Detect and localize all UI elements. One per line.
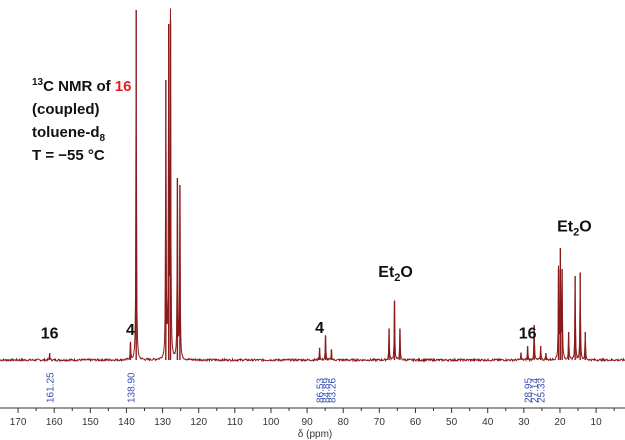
x-tick-label: 100: [263, 417, 280, 428]
spectrum-trace: [0, 8, 625, 363]
x-tick-label: 130: [154, 417, 171, 428]
x-tick-label: 140: [118, 417, 135, 428]
x-tick-label: 150: [82, 417, 99, 428]
x-tick-label: 110: [227, 417, 243, 428]
x-tick-label: 20: [554, 417, 566, 428]
annotation-layer: 16 4 4 16 Et2O Et2O: [41, 219, 592, 343]
x-tick-label: 120: [190, 417, 207, 428]
x-tick-label: 160: [46, 417, 63, 428]
x-tick-label: 50: [446, 417, 458, 428]
x-tick-label: 30: [518, 417, 530, 428]
x-axis-label: δ (ppm): [298, 429, 332, 440]
x-tick-label: 70: [374, 417, 386, 428]
x-tick-label: 60: [410, 417, 422, 428]
peak-value-label: 83.26: [327, 378, 338, 403]
peak-value-label: 86.53: [316, 378, 327, 403]
title-line-2: (coupled): [32, 101, 100, 118]
title-line-4: T = −55 °C: [32, 147, 105, 164]
x-tick-label: 40: [482, 417, 494, 428]
x-tick-label: 80: [338, 417, 350, 428]
spectrum-layer: [0, 8, 625, 363]
peak-annotation: Et2O: [378, 264, 413, 284]
peak-annotation: 16: [41, 325, 59, 342]
x-tick-label: 170: [10, 417, 27, 428]
peak-value-label: 27.14: [530, 378, 541, 403]
peak-annotation: Et2O: [557, 219, 592, 239]
title-line-3: toluene-d8: [32, 124, 106, 144]
peak-value-label: 25.33: [537, 378, 548, 403]
x-axis: 170 160 150 140 130 120 110 100 90 80 70 60 50 40 30 20…: [0, 407, 625, 428]
peak-annotation: 4: [315, 320, 324, 337]
title-line-1: 13C NMR of 16: [32, 77, 131, 95]
x-tick-label: 90: [302, 417, 314, 428]
x-tick-label: 10: [591, 417, 603, 428]
peak-value-label: 84.89: [322, 378, 333, 403]
peak-annotation: 16: [519, 325, 537, 342]
peak-value-label: 161.25: [46, 372, 57, 403]
peak-value-label: 138.90: [126, 372, 137, 403]
peak-value-label: 28.95: [524, 378, 535, 403]
peak-annotation: 4: [126, 322, 135, 339]
